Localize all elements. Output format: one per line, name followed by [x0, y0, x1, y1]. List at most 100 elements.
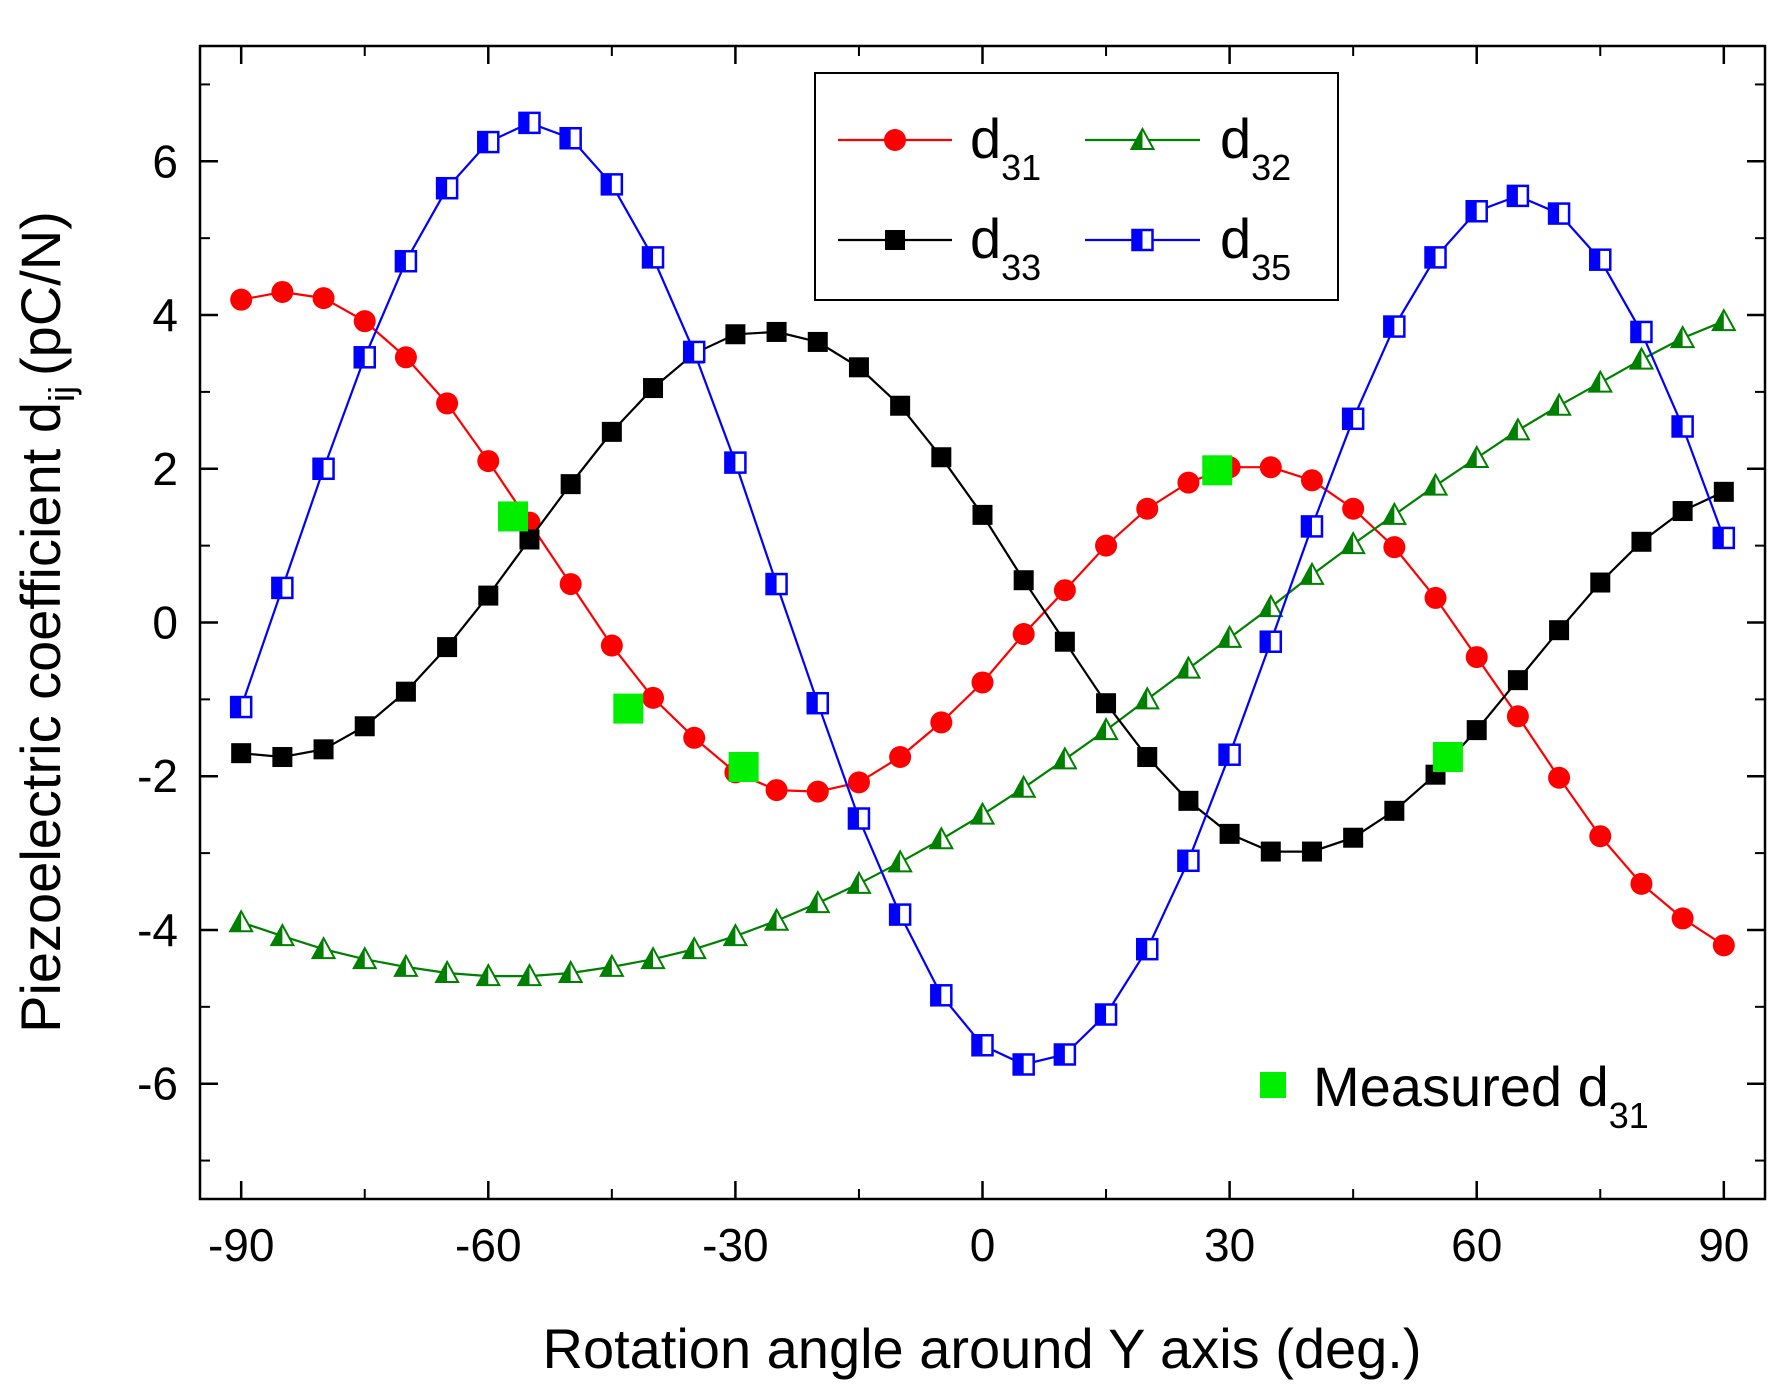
- point-d32: [805, 889, 831, 914]
- measured-point: [613, 693, 644, 724]
- point-d35: [1135, 937, 1159, 961]
- point-d33: [643, 378, 664, 399]
- point-d35: [1589, 248, 1612, 271]
- point-d33: [437, 637, 458, 658]
- measured-point: [498, 501, 528, 532]
- point-d32: [228, 909, 254, 933]
- legend-item-d32: d32: [1085, 107, 1291, 188]
- legend-label-main: d: [1220, 107, 1251, 170]
- series-line-d32: [240, 320, 1725, 978]
- point-d31: [353, 310, 376, 333]
- point-d32: [928, 826, 955, 850]
- point-d35: [765, 572, 788, 596]
- point-d35: [1341, 407, 1365, 431]
- point-d35: [1053, 1043, 1077, 1066]
- measured-point: [728, 752, 759, 783]
- point-d33: [560, 474, 581, 495]
- point-d35: [806, 691, 830, 715]
- point-d35: [1383, 315, 1406, 338]
- point-d35: [1630, 320, 1653, 344]
- point-d31: [1095, 534, 1118, 557]
- point-d35: [271, 576, 294, 600]
- point-d35: [559, 126, 582, 150]
- point-d31: [1259, 456, 1282, 479]
- point-d31: [1630, 872, 1653, 895]
- point-d32: [516, 963, 543, 987]
- y-axis-title-main: Piezoelectric coefficient d: [9, 402, 72, 1033]
- series-d35: [229, 111, 1736, 1076]
- point-d33: [766, 321, 787, 342]
- point-d35: [477, 130, 500, 154]
- point-d32: [1628, 346, 1655, 370]
- point-d32: [640, 946, 666, 970]
- point-d35: [930, 984, 953, 1007]
- x-tick-label: -90: [208, 1219, 274, 1271]
- point-d35: [435, 176, 459, 200]
- point-d35: [1547, 202, 1571, 225]
- legend-marker: [884, 129, 906, 151]
- y-tick-label: -2: [137, 750, 178, 802]
- point-d33: [890, 395, 911, 416]
- y-axis-title-unit: (pC/N): [9, 211, 72, 376]
- point-d33: [478, 585, 499, 606]
- point-d32: [557, 959, 584, 984]
- point-d33: [354, 716, 375, 737]
- point-d31: [1506, 705, 1529, 728]
- legend-label-sub: 33: [1001, 247, 1041, 288]
- point-d35: [1424, 246, 1447, 269]
- point-d31: [477, 450, 500, 473]
- point-d31: [271, 280, 294, 303]
- y-tick-label: 4: [152, 289, 178, 341]
- series-d33: [231, 321, 1734, 862]
- point-d32: [1464, 444, 1490, 469]
- point-d33: [1260, 841, 1281, 862]
- legend-marker: [1129, 126, 1156, 150]
- point-d32: [352, 946, 378, 970]
- point-d33: [972, 504, 993, 525]
- legend-marker: [885, 230, 905, 250]
- point-d35: [229, 695, 253, 719]
- y-axis-title: Piezoelectric coefficient dij (pC/N): [9, 211, 82, 1033]
- x-tick-label: 90: [1698, 1219, 1749, 1271]
- legend-item-d31: d31: [838, 107, 1041, 188]
- point-d31: [1053, 579, 1076, 602]
- point-d31: [847, 771, 870, 794]
- legend-label: d33: [970, 207, 1041, 288]
- point-d33: [848, 357, 869, 378]
- point-d32: [887, 849, 913, 873]
- point-d35: [353, 346, 376, 369]
- point-d31: [1300, 469, 1323, 492]
- series-d31: [230, 280, 1735, 957]
- point-d31: [683, 726, 706, 749]
- measured-legend-marker: [1260, 1072, 1286, 1098]
- legend-frame: [814, 72, 1339, 301]
- point-d31: [642, 686, 665, 709]
- legend-label-sub: 32: [1251, 147, 1291, 188]
- point-d33: [1672, 501, 1693, 522]
- axis-ticks: -90 -60 -30 0 30 60 90 -6 -4 -2 0 2 4 6: [137, 46, 1765, 1271]
- point-d31: [889, 746, 912, 769]
- measured-point: [1432, 742, 1463, 773]
- point-d32: [1010, 774, 1037, 798]
- point-d35: [641, 246, 665, 269]
- point-d35: [1465, 200, 1488, 223]
- point-d35: [1712, 526, 1736, 550]
- point-d33: [807, 331, 828, 352]
- point-d33: [1054, 631, 1075, 652]
- point-d32: [1093, 717, 1119, 741]
- point-d32: [1134, 686, 1160, 710]
- x-tick-label: 60: [1451, 1219, 1502, 1271]
- y-tick-label: 2: [152, 443, 178, 495]
- measured-legend-sub: 31: [1609, 1095, 1649, 1136]
- point-d33: [1096, 693, 1117, 714]
- point-d35: [1300, 515, 1324, 538]
- point-d31: [971, 671, 994, 694]
- x-tick-label: 0: [970, 1219, 996, 1271]
- point-d31: [1136, 497, 1159, 520]
- point-d31: [1548, 766, 1571, 789]
- y-tick-label: -4: [137, 904, 178, 956]
- point-d35: [394, 249, 418, 273]
- point-d33: [1631, 531, 1652, 552]
- point-d35: [600, 173, 624, 196]
